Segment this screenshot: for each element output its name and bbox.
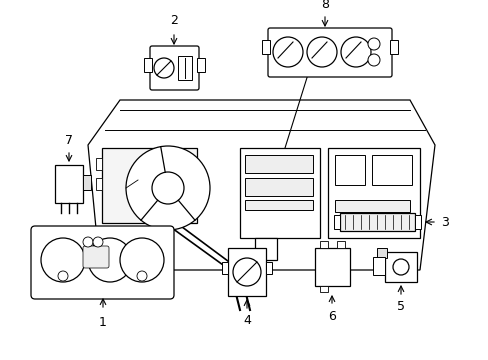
Text: 5: 5 [396, 301, 404, 314]
Circle shape [83, 237, 93, 247]
Bar [244, 155, 312, 173]
Bar [240, 148, 319, 238]
Circle shape [232, 258, 261, 286]
FancyBboxPatch shape [267, 28, 391, 77]
Text: 2: 2 [170, 13, 178, 27]
Circle shape [340, 37, 370, 67]
Circle shape [367, 38, 379, 50]
Bar [222, 262, 227, 274]
Circle shape [272, 37, 303, 67]
Circle shape [367, 54, 379, 66]
Text: 4: 4 [243, 315, 250, 328]
Circle shape [88, 238, 132, 282]
Bar [319, 241, 327, 248]
Bar [55, 165, 83, 203]
Bar [333, 215, 339, 229]
Bar [96, 178, 102, 190]
Bar [314, 248, 349, 286]
Bar [102, 148, 197, 223]
Bar [334, 200, 409, 212]
Bar [339, 213, 414, 231]
Bar [376, 248, 386, 258]
Circle shape [58, 271, 68, 281]
Bar [336, 241, 345, 248]
Circle shape [41, 238, 85, 282]
Bar [262, 40, 269, 54]
Text: 6: 6 [327, 310, 335, 323]
Text: 7: 7 [65, 134, 73, 147]
Bar [254, 238, 276, 260]
Text: 8: 8 [320, 0, 328, 10]
Bar [327, 148, 419, 238]
Bar [384, 252, 416, 282]
Bar [374, 218, 412, 230]
Text: 3: 3 [440, 216, 448, 229]
Circle shape [93, 237, 103, 247]
Circle shape [126, 146, 209, 230]
Bar [96, 158, 102, 170]
Bar [414, 215, 420, 229]
Polygon shape [88, 100, 434, 270]
Bar [178, 56, 192, 80]
Bar [319, 286, 327, 292]
Bar [371, 155, 411, 185]
Circle shape [120, 238, 163, 282]
Bar [372, 257, 384, 275]
Circle shape [137, 271, 147, 281]
Bar [265, 262, 271, 274]
FancyBboxPatch shape [83, 246, 109, 268]
FancyBboxPatch shape [150, 46, 199, 90]
Bar [334, 155, 364, 185]
Circle shape [152, 172, 183, 204]
Circle shape [392, 259, 408, 275]
Bar [244, 178, 312, 196]
Bar [83, 175, 91, 190]
Bar [227, 248, 265, 296]
Text: 1: 1 [99, 315, 107, 328]
Bar [244, 200, 312, 210]
Circle shape [306, 37, 336, 67]
Bar [197, 58, 204, 72]
Circle shape [154, 58, 174, 78]
Bar [143, 58, 152, 72]
FancyBboxPatch shape [31, 226, 174, 299]
Bar [389, 40, 397, 54]
